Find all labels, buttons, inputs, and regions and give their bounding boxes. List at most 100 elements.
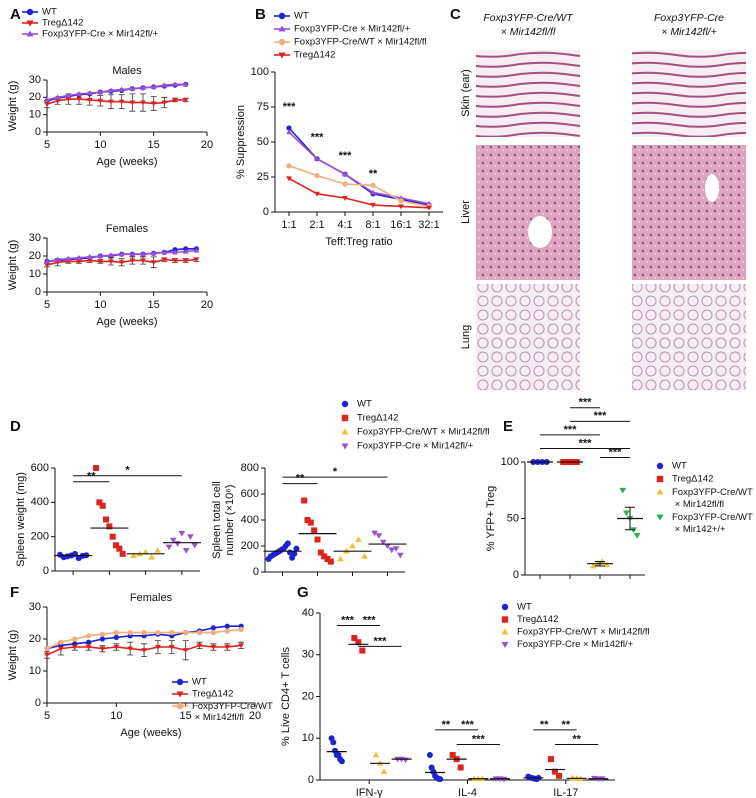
image-skin-2 <box>632 50 746 137</box>
data-point <box>196 630 203 636</box>
data-point <box>129 100 136 106</box>
x-tick-label: 1:1 <box>281 219 296 231</box>
image-lung-2 <box>632 284 746 390</box>
significance-label: *** <box>283 101 297 113</box>
chart: 0 10 20 30 Weight (g) Females Age (weeks) 5 10 15… <box>7 592 273 739</box>
data-point <box>119 550 126 557</box>
data-point <box>113 630 119 636</box>
legend-label: Foxp3YFP-Cre/WT × Mir142fl/fl <box>672 487 753 510</box>
significance-label: *** <box>374 635 388 647</box>
legend-marker <box>341 414 349 422</box>
x-tick-label: 20 <box>201 299 213 311</box>
y-tick-label: 100 <box>501 456 519 468</box>
data-point <box>337 555 344 562</box>
data-point <box>314 191 320 197</box>
data-point <box>140 84 146 90</box>
y-tick-label: 200 <box>31 531 49 543</box>
column-header: Foxp3YFP-Cre <box>654 12 724 24</box>
data-point <box>129 251 136 257</box>
data-point <box>183 630 189 636</box>
significance-label: ** <box>562 719 571 731</box>
x-tick-label: 5 <box>44 710 50 722</box>
panel-letter: F <box>10 584 19 601</box>
data-point <box>97 259 104 265</box>
data-point <box>118 251 125 257</box>
significance-label: ** <box>572 733 581 745</box>
x-tick-label: 5 <box>44 299 50 311</box>
data-point <box>108 87 114 93</box>
data-point <box>314 155 320 161</box>
significance-label: ** <box>540 719 549 731</box>
y-tick-label: 0 <box>35 697 41 709</box>
data-point <box>44 652 50 658</box>
data-point <box>65 92 72 98</box>
y-tick-label: 20 <box>302 690 314 702</box>
data-point <box>307 519 314 526</box>
data-point <box>552 768 559 775</box>
data-point <box>182 97 189 103</box>
legend-label: WT <box>357 399 372 410</box>
legend-marker <box>656 475 664 483</box>
data-point <box>168 644 175 650</box>
data-point <box>140 100 146 106</box>
data-point <box>380 768 388 775</box>
significance-label: *** <box>579 437 593 449</box>
data-point <box>196 643 203 649</box>
data-point <box>426 751 433 758</box>
data-point <box>398 204 404 210</box>
data-point <box>193 247 200 253</box>
legend-marker <box>176 702 184 710</box>
data-point <box>372 751 380 758</box>
panel-letter: B <box>255 6 266 23</box>
legend-marker <box>278 52 286 59</box>
legend-marker <box>176 678 184 686</box>
data-point <box>392 546 400 552</box>
data-point <box>182 548 190 554</box>
y-tick-label: 75 <box>257 101 269 113</box>
y-tick-label: 0 <box>35 286 41 298</box>
y-tick-label: 0 <box>253 566 259 578</box>
data-point <box>129 85 136 91</box>
series-line <box>288 165 430 208</box>
legend-label: WT <box>192 677 207 688</box>
legend-marker <box>278 12 286 20</box>
y-axis-label: % Suppression <box>235 105 247 179</box>
legend-label: WT <box>517 602 532 613</box>
x-axis-label: Age (weeks) <box>96 156 157 168</box>
data-point <box>293 545 300 552</box>
y-tick-label: 0 <box>513 569 519 581</box>
y-tick-label: 20 <box>29 91 41 103</box>
y-axis-label: Weight (g) <box>7 240 19 291</box>
x-tick-label: 20 <box>249 710 261 722</box>
y-tick-label: 20 <box>29 633 41 645</box>
chart: 0 10 20 30 Weight (g) Females Age (weeks) 5 10 15… <box>7 223 213 328</box>
y-tick-label: 0 <box>308 774 314 786</box>
x-tick-label: 2:1 <box>309 219 324 231</box>
chart-title: Males <box>112 65 142 77</box>
y-tick-label: 400 <box>241 514 259 526</box>
significance-label: *** <box>594 410 608 422</box>
data-point <box>140 258 146 264</box>
significance-label: ** <box>369 168 378 180</box>
data-point <box>311 527 318 534</box>
vessel <box>528 216 552 248</box>
data-point <box>108 259 114 265</box>
row-label: Lung <box>460 325 472 349</box>
data-point <box>161 257 168 263</box>
significance-label: *** <box>472 733 486 745</box>
data-point <box>182 81 189 87</box>
series-line <box>46 98 186 106</box>
data-point <box>106 523 113 530</box>
data-point <box>437 776 444 783</box>
data-point <box>224 628 230 634</box>
x-tick-label: 10 <box>94 299 106 311</box>
data-point <box>44 262 50 268</box>
data-point <box>291 550 298 557</box>
data-point <box>238 643 244 649</box>
x-tick-label: 32:1 <box>418 219 439 231</box>
x-tick-label: 4:1 <box>337 219 352 231</box>
column-header: × Mir142fl/+ <box>661 26 716 38</box>
data-point <box>210 630 216 636</box>
y-axis-label: number (×10⁶) <box>224 485 236 556</box>
series-line <box>288 177 430 209</box>
